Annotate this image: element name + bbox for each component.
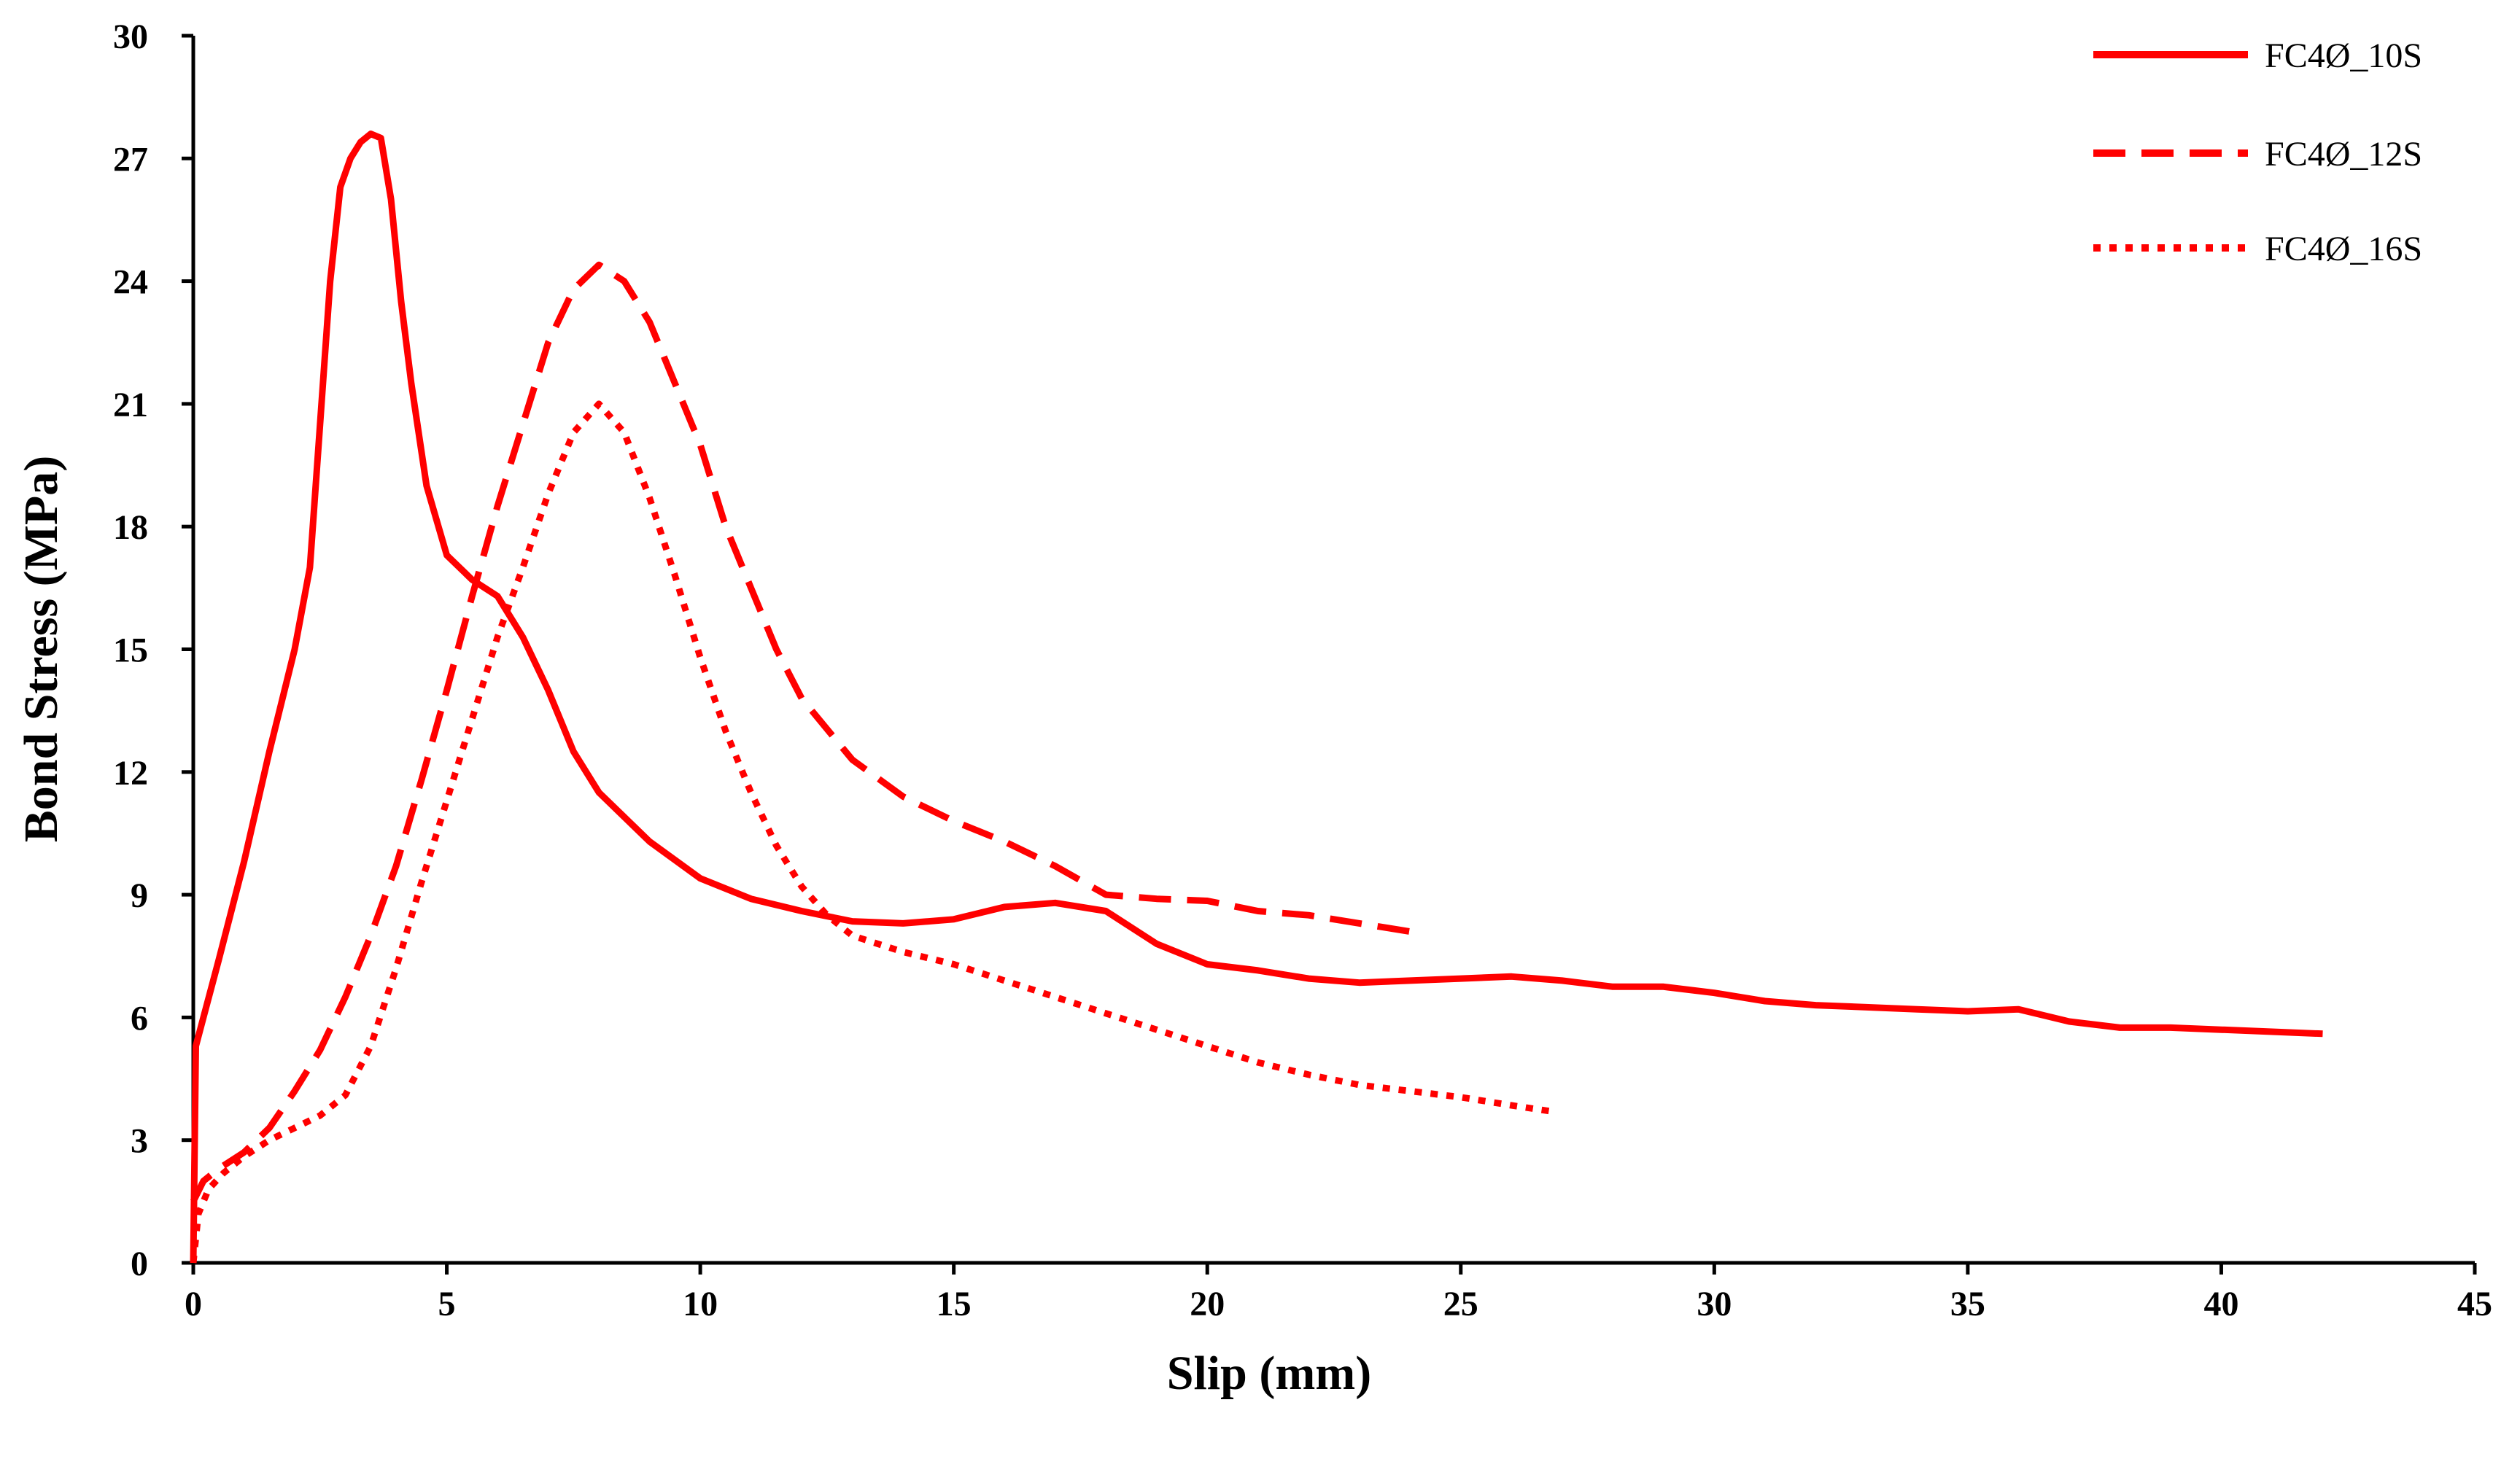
x-tick-label: 15 [937,1285,972,1323]
axes [191,36,2475,1265]
series-lines [190,131,2323,1264]
x-tick-label: 0 [185,1285,202,1323]
legend-item: FC4Ø_16S [2093,230,2422,268]
legend-label-fc4-10s: FC4Ø_10S [2265,36,2422,75]
y-tick-label: 3 [131,1122,148,1161]
series-line-fc4-12s [190,261,1411,1203]
x-tick-label: 40 [2203,1285,2238,1323]
x-tick-label: 5 [438,1285,456,1323]
series-line-fc4-16s [190,400,1553,1264]
x-tick-label: 45 [2457,1285,2492,1323]
x-tick-label: 25 [1443,1285,1478,1323]
x-tick-label: 30 [1697,1285,1732,1323]
y-tick-label: 9 [131,876,148,915]
x-tick-label: 10 [683,1285,718,1323]
y-tick-label: 12 [113,754,148,793]
x-ticks: 0 5 10 15 20 25 30 35 40 45 [185,1263,2492,1323]
y-tick-label: 18 [113,508,148,547]
x-tick-label: 35 [1950,1285,1985,1323]
y-tick-label: 30 [113,17,148,56]
y-axis-title: Bond Stress (MPa) [15,456,68,842]
y-tick-label: 24 [113,263,148,302]
y-tick-label: 15 [113,631,148,670]
y-tick-label: 6 [131,999,148,1038]
x-tick-label: 20 [1190,1285,1225,1323]
legend-label-fc4-12s: FC4Ø_12S [2265,135,2422,174]
series-line-fc4-10s [190,131,2323,1264]
x-axis-title: Slip (mm) [1167,1347,1372,1400]
legend-item: FC4Ø_10S [2093,36,2422,75]
y-tick-label: 0 [131,1245,148,1283]
legend-label-fc4-16s: FC4Ø_16S [2265,230,2422,268]
y-tick-label: 27 [113,140,148,179]
y-ticks: 0 3 6 9 12 15 18 21 24 27 30 [113,17,193,1283]
legend-item: FC4Ø_12S [2093,135,2422,174]
legend: FC4Ø_10S FC4Ø_12S FC4Ø_16S [2093,36,2422,268]
y-tick-label: 21 [113,386,148,424]
